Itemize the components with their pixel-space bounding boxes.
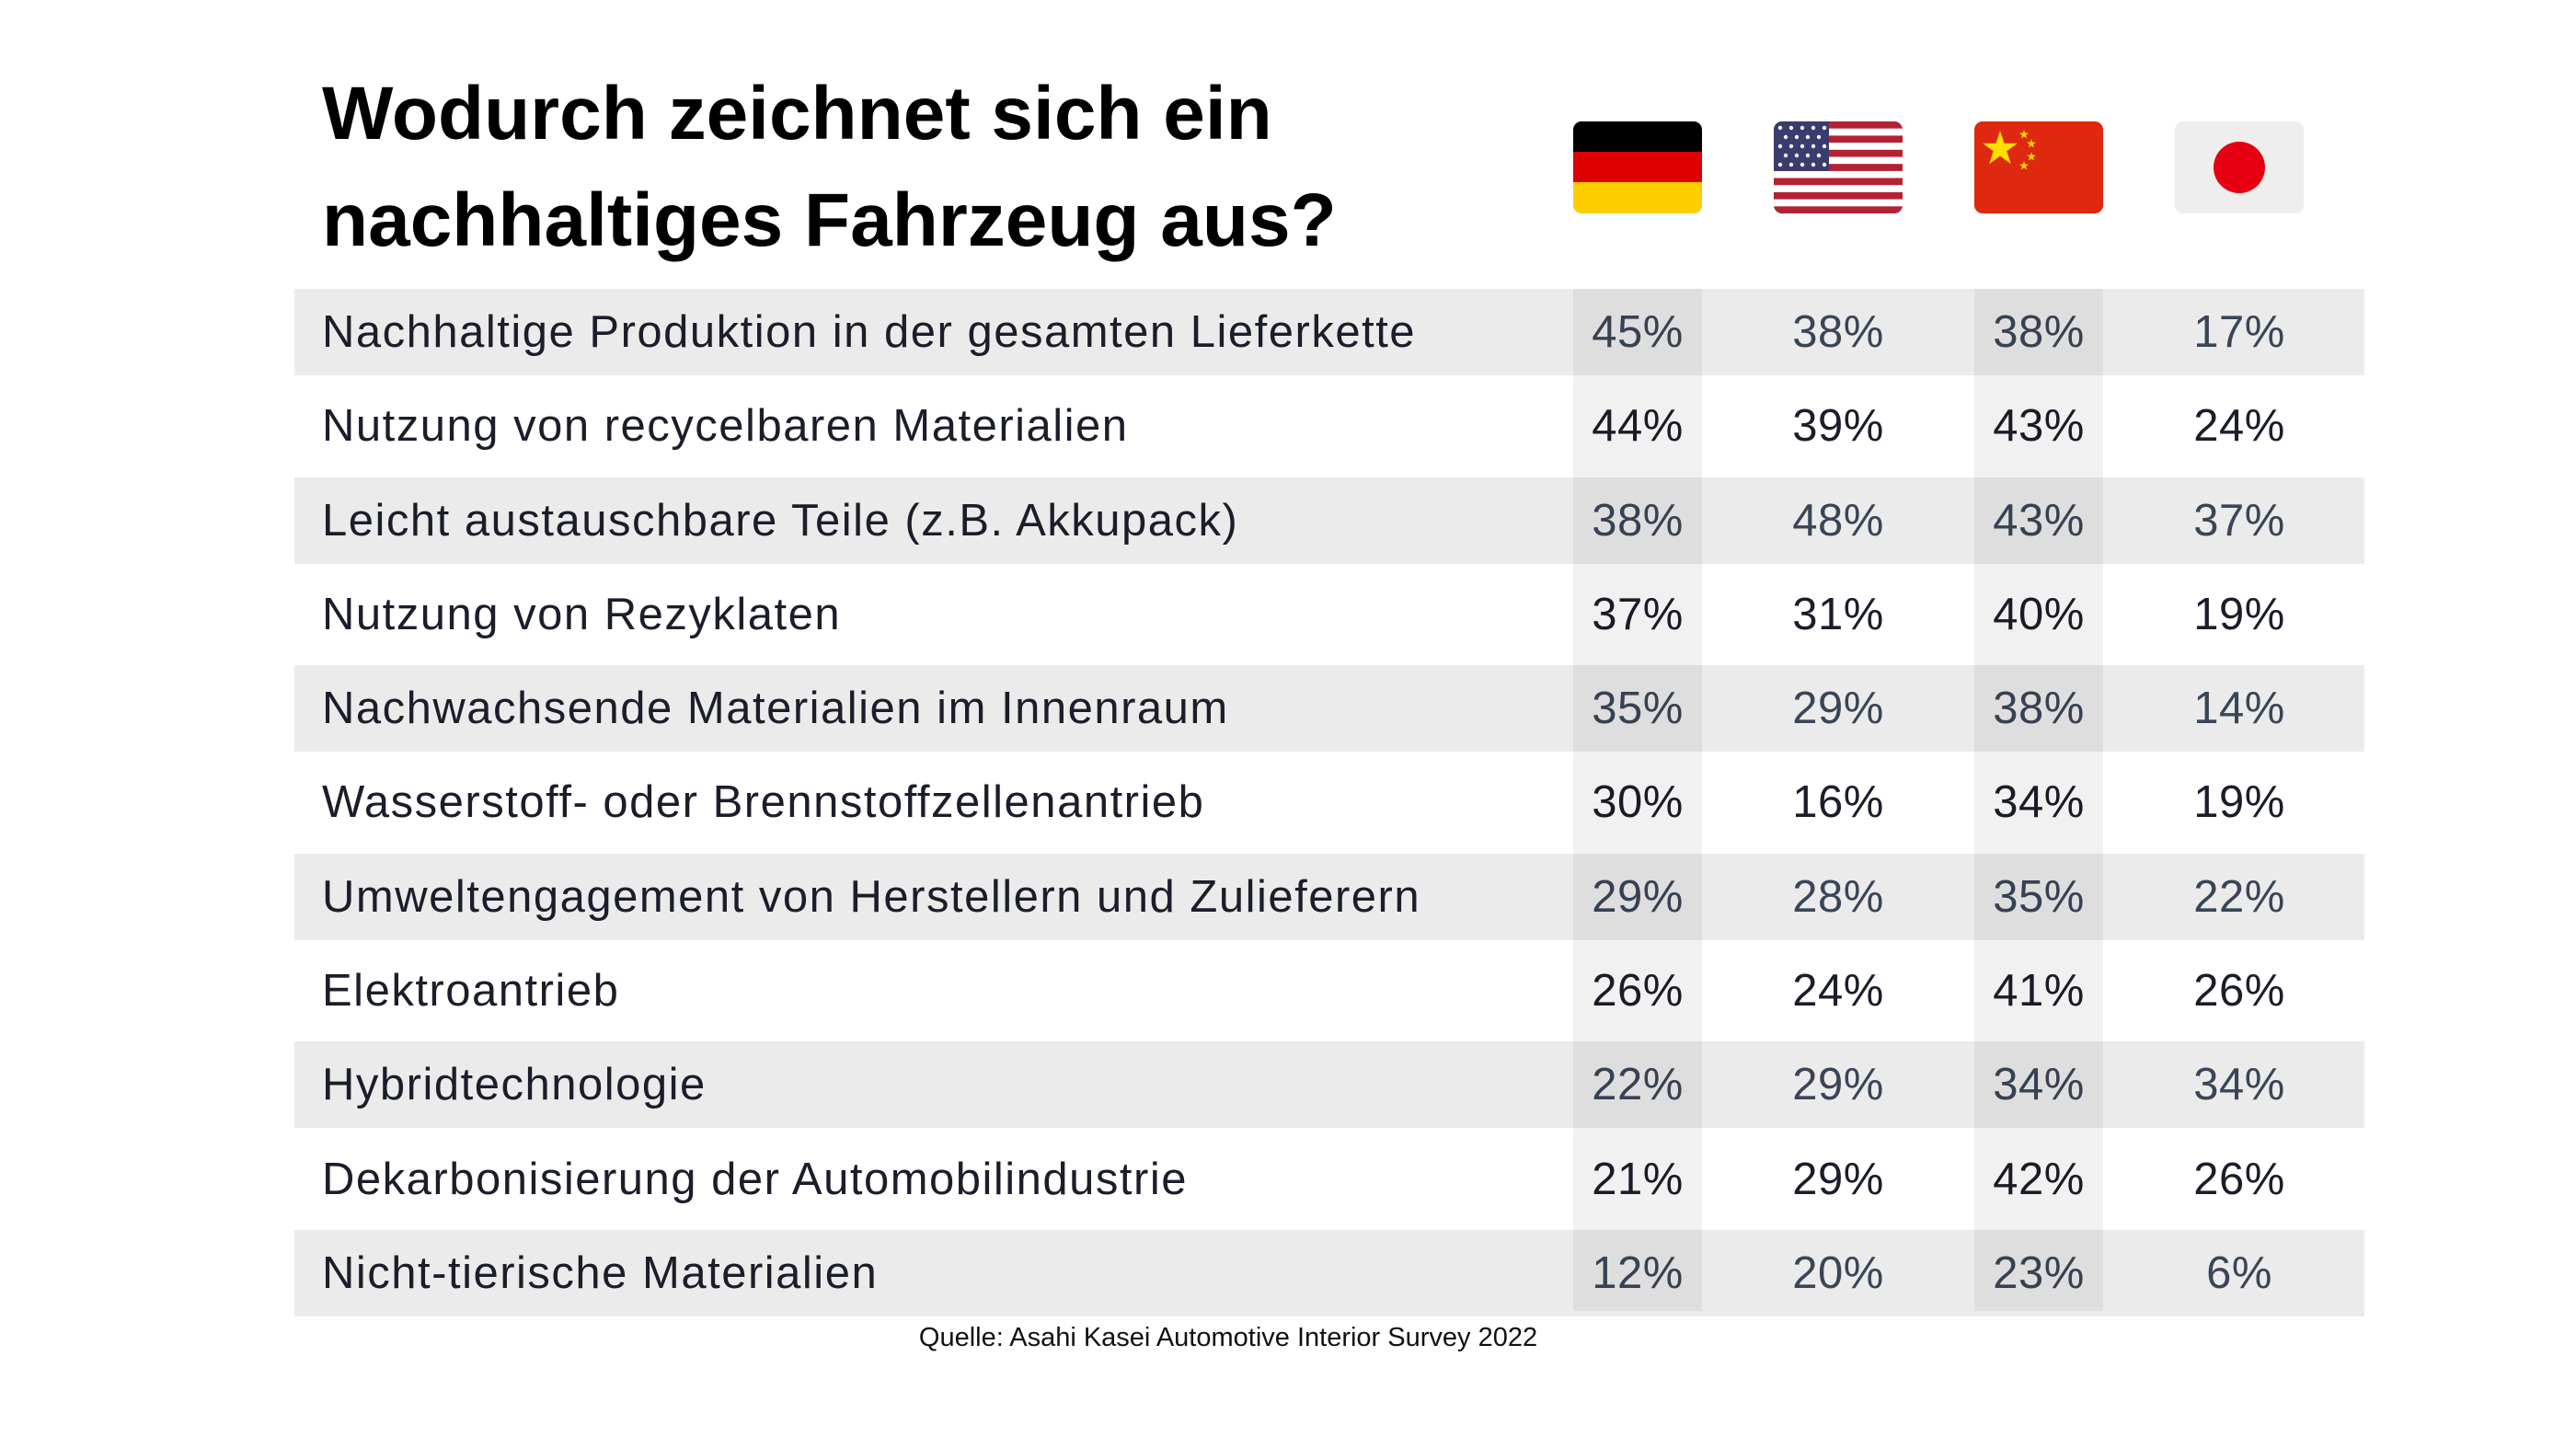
cell-japan: 24% <box>2193 401 2285 452</box>
row-label: Dekarbonisierung der Automobilindustrie <box>322 1154 1189 1204</box>
cell-usa: 20% <box>1792 1247 1884 1298</box>
cell-germany: 37% <box>1592 589 1684 639</box>
cell-usa: 29% <box>1792 1154 1884 1204</box>
row-label: Leicht austauschbare Teile (z.B. Akkupac… <box>322 495 1239 546</box>
row-label: Elektroantrieb <box>322 966 620 1017</box>
cell-japan: 26% <box>2193 1154 2285 1204</box>
germany-flag-icon <box>1573 121 1702 213</box>
title-line-1: Wodurch zeichnet sich ein <box>322 72 1272 155</box>
table-row: Nutzung von recycelbaren Materialien 44% 3… <box>294 383 2364 470</box>
cell-china: 34% <box>1993 1060 2085 1110</box>
cell-china: 43% <box>1993 495 2085 546</box>
cell-germany: 38% <box>1592 495 1684 546</box>
cell-germany: 22% <box>1592 1060 1684 1110</box>
cell-china: 38% <box>1993 307 2085 357</box>
cell-germany: 21% <box>1592 1154 1684 1204</box>
cell-germany: 45% <box>1592 307 1684 357</box>
cell-germany: 44% <box>1592 401 1684 452</box>
table-row: Hybridtechnologie 22% 29% 34% 34% <box>294 1041 2364 1129</box>
title-line-2: nachhaltiges Fahrzeug aus? <box>322 178 1337 262</box>
row-label: Wasserstoff- oder Brennstoffzellenantrie… <box>322 777 1205 828</box>
source-note: Quelle: Asahi Kasei Automotive Interior … <box>918 1323 1538 1352</box>
row-label: Hybridtechnologie <box>322 1060 707 1110</box>
table-row: Nachwachsende Materialien im Innenraum 35… <box>294 665 2364 753</box>
cell-japan: 19% <box>2193 777 2285 828</box>
table-row: Umweltengagement von Herstellern und Zul… <box>294 853 2364 940</box>
cell-germany: 35% <box>1592 684 1684 734</box>
japan-flag-icon <box>2175 121 2304 213</box>
cell-japan: 19% <box>2193 589 2285 639</box>
row-label: Nutzung von Rezyklaten <box>322 589 842 639</box>
table-row: Nicht-tierische Materialien 12% 20% 23% 6% <box>294 1229 2364 1316</box>
row-label: Nicht-tierische Materialien <box>322 1247 879 1298</box>
cell-china: 40% <box>1993 589 2085 639</box>
usa-flag-icon <box>1774 121 1903 213</box>
cell-japan: 17% <box>2193 307 2285 357</box>
cell-japan: 34% <box>2193 1060 2285 1110</box>
table-row: Elektroantrieb 26% 24% 41% 26% <box>294 948 2364 1035</box>
cell-china: 41% <box>1993 966 2085 1017</box>
cell-germany: 29% <box>1592 871 1684 922</box>
cell-china: 23% <box>1993 1247 2085 1298</box>
cell-usa: 29% <box>1792 1060 1884 1110</box>
cell-japan: 14% <box>2193 684 2285 734</box>
row-label: Nutzung von recycelbaren Materialien <box>322 401 1129 452</box>
cell-china: 38% <box>1993 684 2085 734</box>
cell-usa: 31% <box>1792 589 1884 639</box>
cell-germany: 26% <box>1592 966 1684 1017</box>
table-row: Nutzung von Rezyklaten 37% 31% 40% 19% <box>294 570 2364 658</box>
cell-china: 43% <box>1993 401 2085 452</box>
table-row: Leicht austauschbare Teile (z.B. Akkupac… <box>294 477 2364 564</box>
cell-japan: 6% <box>2206 1247 2272 1298</box>
cell-usa: 29% <box>1792 684 1884 734</box>
cell-germany: 30% <box>1592 777 1684 828</box>
cell-usa: 24% <box>1792 966 1884 1017</box>
cell-japan: 37% <box>2193 495 2285 546</box>
cell-china: 34% <box>1993 777 2085 828</box>
cell-china: 35% <box>1993 871 2085 922</box>
cell-japan: 26% <box>2193 966 2285 1017</box>
china-flag-icon <box>1974 121 2103 213</box>
cell-usa: 16% <box>1792 777 1884 828</box>
cell-usa: 38% <box>1792 307 1884 357</box>
cell-china: 42% <box>1993 1154 2085 1204</box>
cell-japan: 22% <box>2193 871 2285 922</box>
row-label: Nachwachsende Materialien im Innenraum <box>322 684 1229 734</box>
cell-usa: 28% <box>1792 871 1884 922</box>
chart-title: Wodurch zeichnet sich ein nachhaltiges F… <box>322 61 1518 274</box>
cell-usa: 39% <box>1792 401 1884 452</box>
cell-usa: 48% <box>1792 495 1884 546</box>
china-column-shade <box>1974 289 2103 1311</box>
table-row: Nachhaltige Produktion in der gesamten L… <box>294 289 2364 375</box>
row-label: Umweltengagement von Herstellern und Zul… <box>322 871 1421 922</box>
table-row: Wasserstoff- oder Brennstoffzellenantrie… <box>294 759 2364 846</box>
survey-table: Nachhaltige Produktion in der gesamten L… <box>294 289 2364 1324</box>
table-row: Dekarbonisierung der Automobilindustrie 2… <box>294 1135 2364 1223</box>
germany-column-shade <box>1573 289 1702 1311</box>
cell-germany: 12% <box>1592 1247 1684 1298</box>
row-label: Nachhaltige Produktion in der gesamten L… <box>322 307 1417 357</box>
